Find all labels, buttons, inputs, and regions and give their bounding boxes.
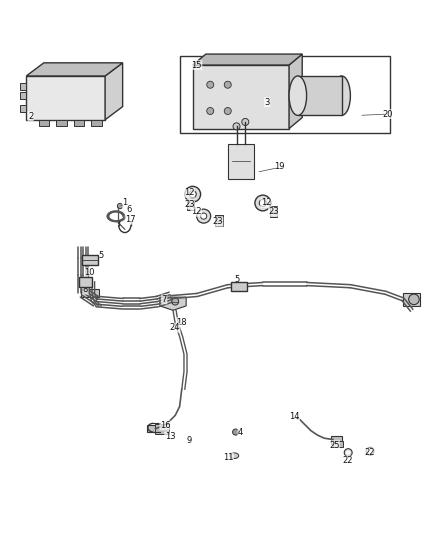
Circle shape xyxy=(366,447,374,455)
Circle shape xyxy=(368,449,372,453)
Bar xyxy=(231,282,247,290)
Text: 14: 14 xyxy=(289,412,300,421)
Bar xyxy=(20,84,26,91)
Bar xyxy=(91,120,102,126)
Text: 12: 12 xyxy=(261,198,271,207)
Text: 8: 8 xyxy=(83,285,88,294)
Text: 24: 24 xyxy=(170,324,180,332)
Circle shape xyxy=(201,213,207,219)
Circle shape xyxy=(207,81,214,88)
Circle shape xyxy=(409,294,419,304)
Bar xyxy=(333,441,343,447)
Text: 20: 20 xyxy=(382,110,393,118)
Bar xyxy=(298,76,342,115)
Text: 22: 22 xyxy=(365,448,375,457)
Polygon shape xyxy=(270,206,277,217)
Circle shape xyxy=(255,195,271,211)
Text: 23: 23 xyxy=(212,217,223,227)
Bar xyxy=(79,277,92,287)
Text: 1: 1 xyxy=(122,198,127,207)
Bar xyxy=(331,436,342,444)
Circle shape xyxy=(344,449,352,457)
Polygon shape xyxy=(26,63,123,76)
Ellipse shape xyxy=(230,453,239,458)
Circle shape xyxy=(224,108,231,115)
Polygon shape xyxy=(105,63,123,120)
Circle shape xyxy=(117,204,123,209)
Text: 22: 22 xyxy=(342,456,353,465)
Circle shape xyxy=(242,118,249,125)
Ellipse shape xyxy=(333,76,350,115)
Circle shape xyxy=(259,199,266,206)
Text: 11: 11 xyxy=(223,453,233,462)
Text: 6: 6 xyxy=(127,205,132,214)
Circle shape xyxy=(207,108,214,115)
Bar xyxy=(180,56,390,133)
Circle shape xyxy=(233,429,239,435)
Circle shape xyxy=(172,298,179,305)
Polygon shape xyxy=(215,215,223,226)
Text: 7: 7 xyxy=(162,295,167,304)
Text: 4: 4 xyxy=(238,429,243,438)
Text: 23: 23 xyxy=(184,200,194,209)
Polygon shape xyxy=(160,297,186,310)
Text: 23: 23 xyxy=(268,207,279,216)
Circle shape xyxy=(233,123,240,130)
Circle shape xyxy=(346,451,350,455)
Text: 9: 9 xyxy=(187,436,192,445)
Bar xyxy=(82,255,98,265)
Circle shape xyxy=(224,81,231,88)
Bar xyxy=(56,120,67,126)
Bar xyxy=(155,424,169,434)
Text: 3: 3 xyxy=(265,98,270,107)
Text: 15: 15 xyxy=(191,61,202,69)
Polygon shape xyxy=(26,76,105,120)
Bar xyxy=(403,293,420,306)
Circle shape xyxy=(189,191,196,198)
Bar xyxy=(20,106,26,112)
Text: 12: 12 xyxy=(191,207,201,216)
Bar xyxy=(74,120,84,126)
Text: 2: 2 xyxy=(28,112,33,121)
Polygon shape xyxy=(193,65,289,128)
Text: 25: 25 xyxy=(329,441,339,450)
Text: 16: 16 xyxy=(160,421,170,430)
Text: 18: 18 xyxy=(177,318,187,327)
Bar xyxy=(39,120,49,126)
Polygon shape xyxy=(193,54,302,65)
Bar xyxy=(81,289,99,297)
Polygon shape xyxy=(187,200,194,211)
Text: 5: 5 xyxy=(235,274,240,284)
Text: 5: 5 xyxy=(98,252,103,261)
Text: 19: 19 xyxy=(274,162,284,171)
Bar xyxy=(228,144,254,179)
Ellipse shape xyxy=(289,76,307,115)
Circle shape xyxy=(185,187,201,202)
Text: 13: 13 xyxy=(165,432,175,441)
Polygon shape xyxy=(289,54,302,128)
Circle shape xyxy=(197,209,211,223)
Text: 10: 10 xyxy=(85,268,95,277)
Text: 17: 17 xyxy=(125,215,136,224)
Bar xyxy=(20,92,26,99)
Text: 12: 12 xyxy=(184,189,194,197)
Bar xyxy=(147,425,158,432)
